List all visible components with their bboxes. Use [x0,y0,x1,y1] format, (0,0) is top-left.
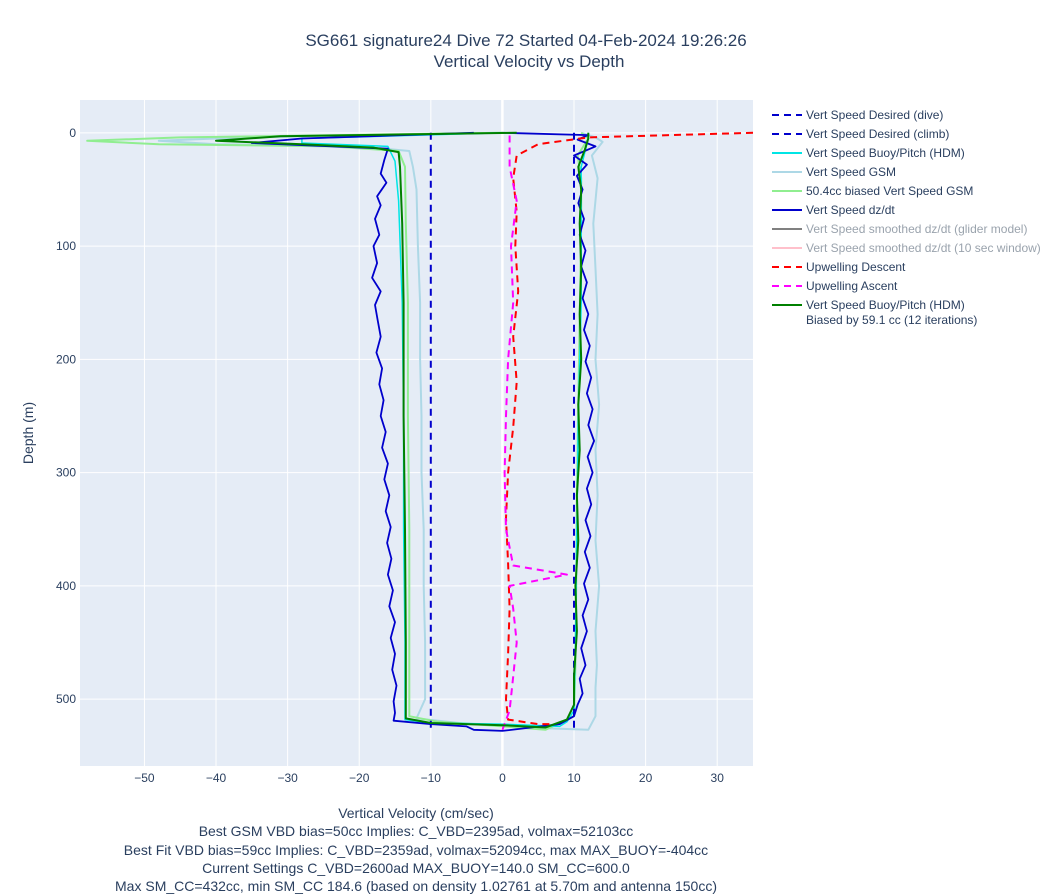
legend-item-vert-speed-smoothed-dz-dt-10-sec-window[interactable]: Vert Speed smoothed dz/dt (10 sec window… [772,241,1041,255]
legend-item-vert-speed-desired-climb[interactable]: Vert Speed Desired (climb) [772,127,949,141]
legend-label: Upwelling Descent [806,260,906,274]
grid [80,100,753,766]
legend-label: Vert Speed Buoy/Pitch (HDM) [806,146,965,160]
footer-line-2: Best Fit VBD bias=59cc Implies: C_VBD=23… [124,842,708,858]
legend-item-vert-speed-desired-dive[interactable]: Vert Speed Desired (dive) [772,108,943,122]
legend-label: Vert Speed Desired (dive) [806,108,943,122]
x-tick-label: −50 [134,771,155,785]
series-line-upwelling-descent[interactable] [505,131,753,726]
chart-title-line-2: Vertical Velocity vs Depth [434,52,625,71]
x-tick-label: 10 [567,771,581,785]
legend-item-50-4cc-biased-vert-speed-gsm[interactable]: 50.4cc biased Vert Speed GSM [772,184,973,198]
x-tick-label: −30 [277,771,298,785]
footer-line-4: Max SM_CC=432cc, min SM_CC 184.6 (based … [115,878,717,894]
legend-label: Vert Speed dz/dt [806,203,895,217]
x-axis: −50 −40 −30 −20 −10 0 10 20 30 [134,771,724,785]
y-tick-label: 200 [56,352,76,366]
y-tick-label: 100 [56,239,76,253]
plot-clip [86,131,753,732]
x-tick-label: −40 [206,771,227,785]
legend-label: Vert Speed GSM [806,165,896,179]
legend-label: Upwelling Ascent [806,279,898,293]
y-axis: 0 100 200 300 400 500 [56,126,76,706]
x-tick-label: −10 [421,771,442,785]
legend-item-vert-speed-dz-dt[interactable]: Vert Speed dz/dt [772,203,895,217]
footer-line-1: Best GSM VBD bias=50cc Implies: C_VBD=23… [199,823,634,839]
chart-title-line-1: SG661 signature24 Dive 72 Started 04-Feb… [305,31,746,50]
legend-item-vert-speed-gsm[interactable]: Vert Speed GSM [772,165,896,179]
series-line-vert-speed-dz-dt[interactable] [250,131,597,732]
y-tick-label: 500 [56,692,76,706]
legend-label: Vert Speed smoothed dz/dt (10 sec window… [806,241,1041,255]
legend-item-upwelling-descent[interactable]: Upwelling Descent [772,260,906,274]
x-tick-label: 20 [639,771,653,785]
y-tick-label: 300 [56,466,76,480]
x-axis-title: Vertical Velocity (cm/sec) [338,805,494,821]
series-line-upwelling-ascent[interactable] [501,132,568,731]
legend[interactable]: Vert Speed Desired (dive) Vert Speed Desi… [772,108,1041,327]
legend-label: Vert Speed Buoy/Pitch (HDM) [806,298,965,312]
legend-label: Vert Speed Desired (climb) [806,127,949,141]
y-axis-title: Depth (m) [20,402,36,464]
y-tick-label: 400 [56,579,76,593]
y-tick-label: 0 [69,126,76,140]
legend-item-upwelling-ascent[interactable]: Upwelling Ascent [772,279,898,293]
x-tick-label: 30 [711,771,725,785]
x-tick-label: −20 [349,771,370,785]
footer-line-3: Current Settings C_VBD=2600ad MAX_BUOY=1… [202,860,630,876]
legend-item-vert-speed-buoy-pitch-hdm-biased-by-59-1-cc-12-iterations[interactable]: Vert Speed Buoy/Pitch (HDM)Biased by 59.… [772,298,977,327]
legend-label: Vert Speed smoothed dz/dt (glider model) [806,222,1027,236]
legend-item-vert-speed-buoy-pitch-hdm[interactable]: Vert Speed Buoy/Pitch (HDM) [772,146,965,160]
legend-label: Biased by 59.1 cc (12 iterations) [806,313,977,327]
legend-label: 50.4cc biased Vert Speed GSM [806,184,973,198]
series-line-vert-speed-buoy-pitch-hdm-biased-by-59-1-cc-12-iterations[interactable] [215,131,590,729]
x-tick-label: 0 [499,771,506,785]
legend-item-vert-speed-smoothed-dz-dt-glider-model[interactable]: Vert Speed smoothed dz/dt (glider model) [772,222,1027,236]
